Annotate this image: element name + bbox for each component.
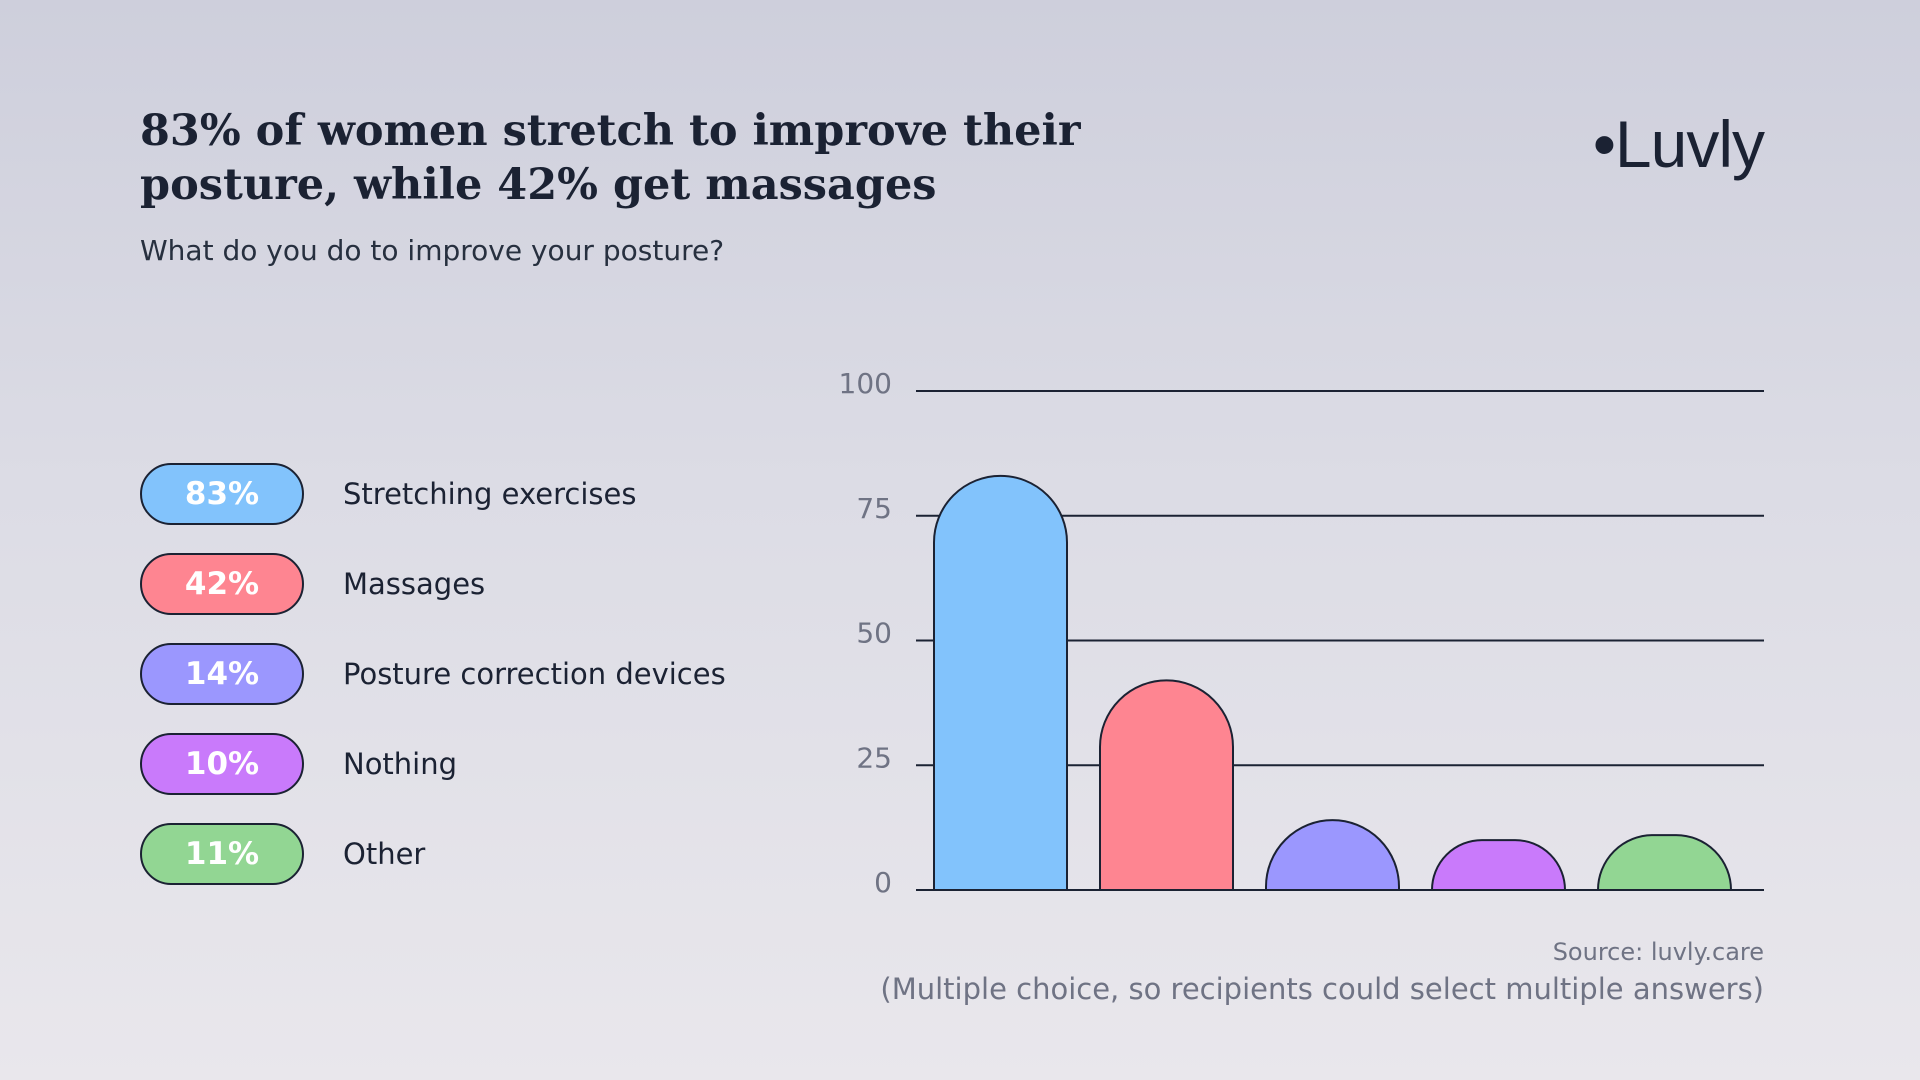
y-tick-label: 50 [856, 617, 892, 650]
legend-item: 14% Posture correction devices [140, 643, 840, 705]
legend-value-pill: 14% [140, 643, 304, 705]
chart-title-line-1: 83% of women stretch to improve their [140, 106, 1081, 156]
legend-label: Nothing [343, 747, 458, 781]
legend-item: 11% Other [140, 823, 840, 885]
legend-label: Posture correction devices [343, 657, 726, 691]
legend-value-pill: 42% [140, 553, 304, 615]
legend-item: 42% Massages [140, 553, 840, 615]
footnote: (Multiple choice, so recipients could se… [880, 972, 1764, 1006]
legend-value-pill: 83% [140, 463, 304, 525]
bar-massages [1099, 679, 1234, 891]
legend-label: Stretching exercises [343, 477, 637, 511]
chart-title-line-2: posture, while 42% get massages [140, 160, 937, 210]
y-tick-label: 100 [839, 367, 892, 400]
legend-value-pill: 11% [140, 823, 304, 885]
brand-logo: •Luvly [1592, 107, 1765, 181]
chart-title: 83% of women stretch to improve their po… [140, 104, 1140, 212]
legend-label: Other [343, 837, 426, 871]
legend-value-pill: 10% [140, 733, 304, 795]
y-tick-label: 75 [856, 492, 892, 525]
y-tick-label: 25 [856, 741, 892, 774]
source-note: Source: luvly.care [1552, 938, 1764, 966]
chart-subtitle: What do you do to improve your posture? [140, 234, 725, 267]
y-tick-label: 0 [874, 866, 892, 899]
legend-item: 83% Stretching exercises [140, 463, 840, 525]
legend-label: Massages [343, 567, 486, 601]
bar-nothing [1430, 839, 1567, 891]
legend-item: 10% Nothing [140, 733, 840, 795]
bar-posture-correction-devices [1265, 819, 1400, 891]
bar-other [1596, 834, 1733, 891]
bar-stretching-exercises [933, 474, 1068, 891]
